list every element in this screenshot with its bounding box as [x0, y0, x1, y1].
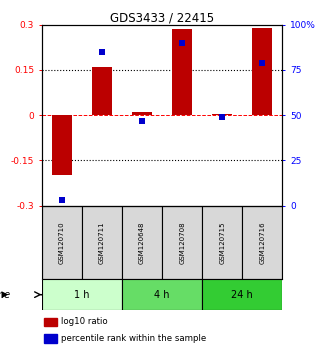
Text: GSM120710: GSM120710 — [59, 221, 65, 264]
Text: time: time — [0, 290, 11, 299]
Text: log10 ratio: log10 ratio — [61, 317, 108, 326]
Text: 4 h: 4 h — [154, 290, 170, 299]
Title: GDS3433 / 22415: GDS3433 / 22415 — [110, 12, 214, 25]
Bar — [162, 206, 202, 279]
Bar — [44, 335, 57, 343]
Bar — [212, 114, 232, 115]
Bar — [42, 279, 122, 310]
Point — [140, 118, 145, 124]
Point — [59, 198, 64, 203]
Point — [260, 60, 265, 65]
Text: GSM120716: GSM120716 — [259, 221, 265, 264]
Text: GSM120711: GSM120711 — [99, 221, 105, 264]
Point — [180, 40, 185, 46]
Bar — [202, 206, 242, 279]
Text: GSM120648: GSM120648 — [139, 221, 145, 264]
Bar — [122, 279, 202, 310]
Bar — [42, 206, 82, 279]
Bar — [202, 279, 282, 310]
Bar — [92, 67, 112, 115]
Bar — [172, 29, 192, 115]
Bar — [242, 206, 282, 279]
Bar — [44, 318, 57, 326]
Text: percentile rank within the sample: percentile rank within the sample — [61, 333, 206, 343]
Text: 24 h: 24 h — [231, 290, 253, 299]
Point — [220, 114, 225, 120]
Bar — [52, 115, 72, 176]
Bar — [132, 112, 152, 115]
Point — [100, 49, 105, 55]
Text: time ▶: time ▶ — [0, 290, 8, 299]
Bar — [122, 206, 162, 279]
Text: GSM120715: GSM120715 — [219, 221, 225, 264]
Text: GSM120708: GSM120708 — [179, 221, 185, 264]
Bar — [82, 206, 122, 279]
Text: 1 h: 1 h — [74, 290, 90, 299]
Bar — [252, 28, 273, 115]
